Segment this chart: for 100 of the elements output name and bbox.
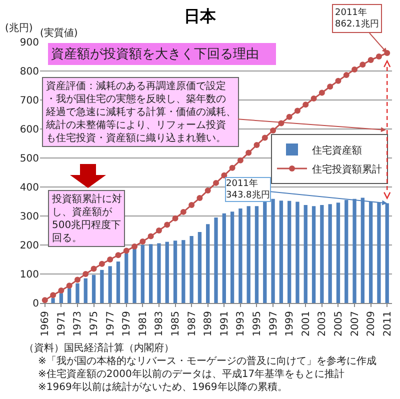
chart-title: 日本: [184, 6, 217, 26]
bar: [124, 253, 128, 303]
point: [254, 142, 260, 148]
y-tick-label: 700: [20, 96, 39, 106]
bar: [157, 243, 161, 303]
x-tick-label: 1995: [252, 311, 263, 336]
annotation: 資産額が投資額を大きく下回る理由: [51, 46, 259, 62]
point: [213, 180, 219, 186]
annotation: 2011年 862.1兆円: [335, 7, 379, 30]
point: [58, 288, 64, 294]
text: ※1969年以前は統計がないため、1969年以降の累積。: [38, 381, 288, 393]
point: [294, 108, 300, 114]
bar: [190, 236, 194, 303]
bar: [59, 293, 64, 303]
text: （資料）国民経済計算（内閣府）: [24, 342, 174, 354]
bar: [92, 274, 96, 303]
bar: [100, 270, 104, 303]
x-tick-label: 2001: [300, 311, 312, 336]
x-tick-label: 2003: [317, 311, 328, 336]
point: [74, 276, 80, 283]
text: ※住宅資産額の2000年以前のデータは、平成17年基準をもとに推計: [38, 368, 345, 380]
point: [270, 127, 276, 134]
x-tick-label: 1985: [170, 311, 182, 336]
point: [140, 238, 146, 245]
text: ※「我が国の本格的なリバース・モーゲージの普及に向けて」を参考に作成: [38, 355, 376, 367]
point: [376, 54, 382, 60]
x-tick-label: 1971: [56, 311, 68, 336]
x-tick-label: 1997: [268, 311, 280, 336]
x-tick-label: 1969: [40, 311, 52, 336]
bar: [312, 206, 316, 303]
bar: [84, 278, 88, 303]
point: [310, 96, 317, 102]
bar: [140, 245, 144, 303]
y-tick-label: 400: [20, 182, 39, 194]
point: [262, 134, 268, 141]
bar: [296, 202, 300, 303]
bar: [51, 298, 55, 303]
bar: [182, 240, 186, 303]
bar: [238, 208, 242, 303]
annotation: 投資額累計に対し、資産額が500兆円程度下回る。: [51, 193, 122, 244]
point: [318, 90, 325, 96]
point: [368, 56, 374, 63]
point: [123, 248, 130, 254]
x-tick-label: 1993: [236, 311, 247, 336]
point: [132, 243, 138, 250]
legend-label: 住宅資産額: [312, 144, 362, 156]
bar: [198, 232, 202, 303]
point: [42, 297, 48, 303]
y-tick-label: 0: [32, 298, 39, 310]
point: [196, 195, 203, 202]
point: [172, 215, 178, 222]
x-tick-label: 1999: [284, 311, 296, 336]
x-tick-label: 2005: [333, 311, 344, 336]
point: [221, 172, 228, 178]
y-tick-label: 100: [20, 270, 39, 280]
bar: [76, 283, 80, 303]
annotation: 2011年 343.8兆円: [226, 178, 270, 201]
bar: [263, 200, 267, 303]
bar: [304, 204, 308, 303]
x-tick-label: 2009: [366, 311, 378, 336]
point: [107, 256, 114, 262]
x-tick-label: 1991: [219, 311, 230, 336]
bar: [108, 266, 112, 303]
point: [82, 271, 89, 277]
point: [302, 102, 309, 108]
bar: [336, 202, 340, 303]
point: [343, 72, 350, 78]
annotation: 資産評価：減耗のある再調達原価で設定・我が国住宅の実態を反映し、築年数の経過で急速に減耗する計算・価値の減耗、統計の未整備等により、リフォーム投資も住宅投資・資産額に織り込まれ難い。: [45, 80, 236, 144]
bar: [230, 212, 234, 303]
point: [204, 187, 211, 194]
x-tick-label: 1975: [89, 311, 100, 336]
bar: [279, 200, 284, 303]
bar: [165, 242, 169, 303]
point: [115, 252, 122, 258]
x-tick-label: 1987: [186, 311, 198, 336]
point: [352, 66, 358, 73]
y-tick-label: 900: [20, 38, 39, 48]
point: [246, 150, 252, 156]
bar: [254, 206, 259, 303]
x-tick-label: 1979: [122, 311, 133, 336]
bar: [246, 206, 250, 303]
point: [327, 84, 334, 90]
legend-label: 住宅投資額累計: [312, 163, 382, 176]
point: [66, 282, 72, 289]
point: [98, 260, 105, 267]
point: [156, 228, 162, 234]
point: [50, 292, 56, 298]
x-tick-label: 2011: [382, 311, 394, 336]
y-tick-label: 300: [20, 212, 39, 222]
y-tick-label: 200: [20, 240, 39, 252]
point: [90, 266, 97, 272]
point: [237, 157, 244, 164]
y-tick-label: 600: [20, 124, 39, 136]
point: [164, 222, 170, 228]
y-tick-label: 500: [20, 154, 39, 164]
point: [148, 233, 154, 240]
point: [180, 208, 186, 215]
y-axis-title: (兆円): [5, 22, 33, 34]
bar: [320, 204, 324, 303]
x-tick-label: 1977: [105, 311, 116, 336]
